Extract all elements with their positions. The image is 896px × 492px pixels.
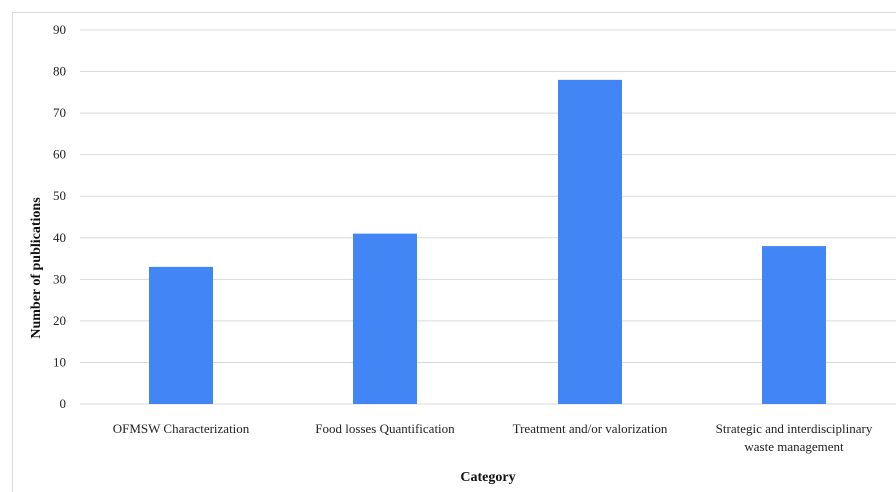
y-tick-label: 70	[53, 105, 66, 120]
bars	[149, 79, 826, 404]
x-category-label: OFMSW Characterization	[113, 421, 250, 436]
y-tick-labels: 0 10 20 30 40 50 60 70 80 90	[53, 22, 66, 411]
y-tick-label: 0	[60, 396, 67, 411]
y-tick-label: 90	[53, 22, 66, 37]
x-category-label: waste management	[744, 439, 844, 454]
bar-1	[149, 266, 213, 404]
x-category-labels: OFMSW Characterization Food losses Quanti…	[113, 421, 873, 454]
y-axis-title: Number of publications	[29, 197, 44, 339]
x-category-label: Food losses Quantification	[315, 421, 455, 436]
y-tick-label: 10	[53, 354, 66, 369]
y-tick-label: 60	[53, 147, 66, 162]
bar-3	[558, 79, 622, 404]
y-tick-label: 50	[53, 188, 66, 203]
x-category-label: Strategic and interdisciplinary	[716, 421, 873, 436]
gridlines	[80, 29, 896, 405]
bar-4	[762, 246, 826, 404]
chart-frame	[12, 12, 896, 492]
bar-2	[353, 233, 417, 404]
y-tick-label: 40	[53, 230, 66, 245]
y-tick-label: 80	[53, 64, 66, 79]
x-axis-title: Category	[460, 470, 515, 485]
x-category-label: Treatment and/or valorization	[513, 421, 668, 436]
y-tick-label: 30	[53, 271, 66, 286]
y-tick-label: 20	[53, 313, 66, 328]
